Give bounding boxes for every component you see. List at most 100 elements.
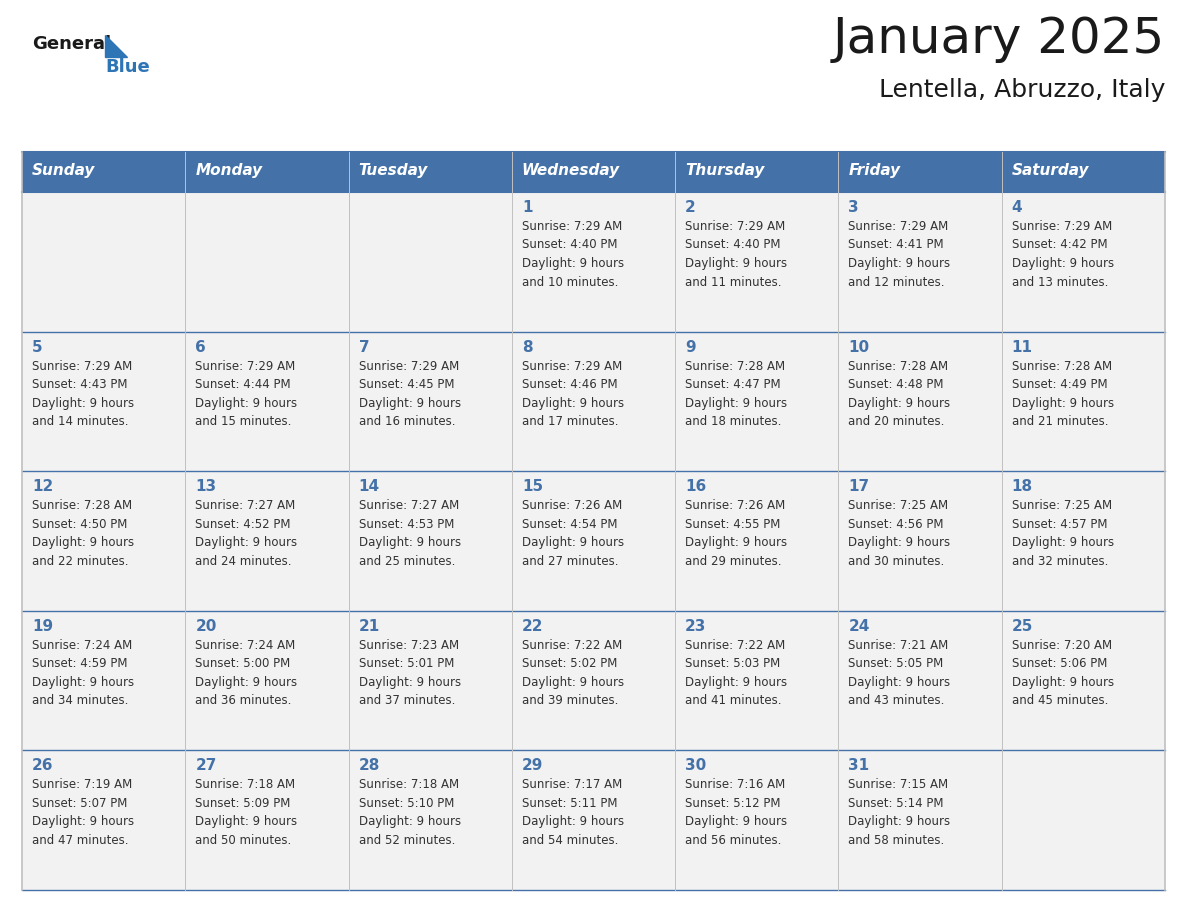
Bar — [1001, 152, 1165, 192]
Bar — [185, 610, 348, 750]
Text: Sunrise: 7:29 AM
Sunset: 4:44 PM
Daylight: 9 hours
and 15 minutes.: Sunrise: 7:29 AM Sunset: 4:44 PM Dayligh… — [195, 360, 297, 428]
Text: Sunrise: 7:28 AM
Sunset: 4:47 PM
Daylight: 9 hours
and 18 minutes.: Sunrise: 7:28 AM Sunset: 4:47 PM Dayligh… — [685, 360, 788, 428]
Text: 23: 23 — [685, 619, 707, 633]
Text: 4: 4 — [1012, 200, 1023, 215]
Polygon shape — [105, 35, 127, 57]
Text: Sunrise: 7:27 AM
Sunset: 4:52 PM
Daylight: 9 hours
and 24 minutes.: Sunrise: 7:27 AM Sunset: 4:52 PM Dayligh… — [195, 499, 297, 567]
Text: Sunrise: 7:29 AM
Sunset: 4:45 PM
Daylight: 9 hours
and 16 minutes.: Sunrise: 7:29 AM Sunset: 4:45 PM Dayligh… — [359, 360, 461, 428]
Bar — [512, 152, 675, 192]
Bar — [675, 471, 839, 610]
Text: 6: 6 — [195, 340, 206, 354]
Text: Sunrise: 7:22 AM
Sunset: 5:02 PM
Daylight: 9 hours
and 39 minutes.: Sunrise: 7:22 AM Sunset: 5:02 PM Dayligh… — [522, 639, 624, 707]
Text: Sunrise: 7:17 AM
Sunset: 5:11 PM
Daylight: 9 hours
and 54 minutes.: Sunrise: 7:17 AM Sunset: 5:11 PM Dayligh… — [522, 778, 624, 847]
Text: Sunrise: 7:29 AM
Sunset: 4:41 PM
Daylight: 9 hours
and 12 minutes.: Sunrise: 7:29 AM Sunset: 4:41 PM Dayligh… — [848, 220, 950, 288]
Text: 24: 24 — [848, 619, 870, 633]
Text: 9: 9 — [685, 340, 696, 354]
Text: 5: 5 — [32, 340, 43, 354]
Text: Sunrise: 7:18 AM
Sunset: 5:10 PM
Daylight: 9 hours
and 52 minutes.: Sunrise: 7:18 AM Sunset: 5:10 PM Dayligh… — [359, 778, 461, 847]
Bar — [1001, 192, 1165, 331]
Text: 13: 13 — [195, 479, 216, 494]
Text: 31: 31 — [848, 758, 870, 773]
Text: Sunrise: 7:15 AM
Sunset: 5:14 PM
Daylight: 9 hours
and 58 minutes.: Sunrise: 7:15 AM Sunset: 5:14 PM Dayligh… — [848, 778, 950, 847]
Text: 12: 12 — [32, 479, 53, 494]
Bar — [675, 331, 839, 471]
Text: Sunday: Sunday — [32, 163, 95, 178]
Bar — [185, 192, 348, 331]
Bar — [839, 471, 1001, 610]
Bar — [185, 750, 348, 890]
Text: 28: 28 — [359, 758, 380, 773]
Text: 19: 19 — [32, 619, 53, 633]
Text: 17: 17 — [848, 479, 870, 494]
Bar — [23, 750, 185, 890]
Bar — [675, 750, 839, 890]
Text: Sunrise: 7:29 AM
Sunset: 4:43 PM
Daylight: 9 hours
and 14 minutes.: Sunrise: 7:29 AM Sunset: 4:43 PM Dayligh… — [32, 360, 134, 428]
Text: Sunrise: 7:20 AM
Sunset: 5:06 PM
Daylight: 9 hours
and 45 minutes.: Sunrise: 7:20 AM Sunset: 5:06 PM Dayligh… — [1012, 639, 1114, 707]
Bar — [23, 331, 185, 471]
Bar — [839, 610, 1001, 750]
Text: Tuesday: Tuesday — [359, 163, 428, 178]
Text: Sunrise: 7:29 AM
Sunset: 4:46 PM
Daylight: 9 hours
and 17 minutes.: Sunrise: 7:29 AM Sunset: 4:46 PM Dayligh… — [522, 360, 624, 428]
Text: Lentella, Abruzzo, Italy: Lentella, Abruzzo, Italy — [879, 78, 1165, 102]
Bar — [348, 331, 512, 471]
Text: Sunrise: 7:25 AM
Sunset: 4:57 PM
Daylight: 9 hours
and 32 minutes.: Sunrise: 7:25 AM Sunset: 4:57 PM Dayligh… — [1012, 499, 1114, 567]
Text: Sunrise: 7:23 AM
Sunset: 5:01 PM
Daylight: 9 hours
and 37 minutes.: Sunrise: 7:23 AM Sunset: 5:01 PM Dayligh… — [359, 639, 461, 707]
Bar — [512, 331, 675, 471]
Text: Sunrise: 7:26 AM
Sunset: 4:54 PM
Daylight: 9 hours
and 27 minutes.: Sunrise: 7:26 AM Sunset: 4:54 PM Dayligh… — [522, 499, 624, 567]
Bar — [23, 192, 185, 331]
Text: 26: 26 — [32, 758, 53, 773]
Bar — [675, 192, 839, 331]
Bar — [348, 610, 512, 750]
Text: Sunrise: 7:24 AM
Sunset: 4:59 PM
Daylight: 9 hours
and 34 minutes.: Sunrise: 7:24 AM Sunset: 4:59 PM Dayligh… — [32, 639, 134, 707]
Bar — [348, 152, 512, 192]
Bar — [348, 192, 512, 331]
Bar — [839, 192, 1001, 331]
Text: 21: 21 — [359, 619, 380, 633]
Bar — [512, 192, 675, 331]
Text: Sunrise: 7:28 AM
Sunset: 4:50 PM
Daylight: 9 hours
and 22 minutes.: Sunrise: 7:28 AM Sunset: 4:50 PM Dayligh… — [32, 499, 134, 567]
Text: 7: 7 — [359, 340, 369, 354]
Bar — [1001, 750, 1165, 890]
Bar — [185, 331, 348, 471]
Text: Monday: Monday — [195, 163, 263, 178]
Bar — [23, 152, 185, 192]
Text: 20: 20 — [195, 619, 216, 633]
Bar — [1001, 471, 1165, 610]
Bar — [839, 331, 1001, 471]
Text: Sunrise: 7:29 AM
Sunset: 4:40 PM
Daylight: 9 hours
and 10 minutes.: Sunrise: 7:29 AM Sunset: 4:40 PM Dayligh… — [522, 220, 624, 288]
Text: Sunrise: 7:24 AM
Sunset: 5:00 PM
Daylight: 9 hours
and 36 minutes.: Sunrise: 7:24 AM Sunset: 5:00 PM Dayligh… — [195, 639, 297, 707]
Bar — [23, 610, 185, 750]
Text: Sunrise: 7:28 AM
Sunset: 4:49 PM
Daylight: 9 hours
and 21 minutes.: Sunrise: 7:28 AM Sunset: 4:49 PM Dayligh… — [1012, 360, 1114, 428]
Bar — [1001, 331, 1165, 471]
Bar — [1001, 610, 1165, 750]
Text: 1: 1 — [522, 200, 532, 215]
Bar — [348, 471, 512, 610]
Bar — [675, 152, 839, 192]
Text: Sunrise: 7:29 AM
Sunset: 4:40 PM
Daylight: 9 hours
and 11 minutes.: Sunrise: 7:29 AM Sunset: 4:40 PM Dayligh… — [685, 220, 788, 288]
Bar — [839, 750, 1001, 890]
Bar — [185, 471, 348, 610]
Text: Sunrise: 7:18 AM
Sunset: 5:09 PM
Daylight: 9 hours
and 50 minutes.: Sunrise: 7:18 AM Sunset: 5:09 PM Dayligh… — [195, 778, 297, 847]
Text: 2: 2 — [685, 200, 696, 215]
Text: 16: 16 — [685, 479, 707, 494]
Text: 14: 14 — [359, 479, 380, 494]
Text: Sunrise: 7:25 AM
Sunset: 4:56 PM
Daylight: 9 hours
and 30 minutes.: Sunrise: 7:25 AM Sunset: 4:56 PM Dayligh… — [848, 499, 950, 567]
Text: Sunrise: 7:19 AM
Sunset: 5:07 PM
Daylight: 9 hours
and 47 minutes.: Sunrise: 7:19 AM Sunset: 5:07 PM Dayligh… — [32, 778, 134, 847]
Text: Sunrise: 7:27 AM
Sunset: 4:53 PM
Daylight: 9 hours
and 25 minutes.: Sunrise: 7:27 AM Sunset: 4:53 PM Dayligh… — [359, 499, 461, 567]
Text: 15: 15 — [522, 479, 543, 494]
Bar — [512, 750, 675, 890]
Text: Sunrise: 7:28 AM
Sunset: 4:48 PM
Daylight: 9 hours
and 20 minutes.: Sunrise: 7:28 AM Sunset: 4:48 PM Dayligh… — [848, 360, 950, 428]
Text: 29: 29 — [522, 758, 543, 773]
Text: Sunrise: 7:16 AM
Sunset: 5:12 PM
Daylight: 9 hours
and 56 minutes.: Sunrise: 7:16 AM Sunset: 5:12 PM Dayligh… — [685, 778, 788, 847]
Text: January 2025: January 2025 — [833, 15, 1165, 63]
Bar — [348, 750, 512, 890]
Text: 27: 27 — [195, 758, 216, 773]
Text: Wednesday: Wednesday — [522, 163, 620, 178]
Text: 18: 18 — [1012, 479, 1032, 494]
Text: 22: 22 — [522, 619, 543, 633]
Text: 11: 11 — [1012, 340, 1032, 354]
Text: Blue: Blue — [105, 58, 150, 76]
Text: 30: 30 — [685, 758, 707, 773]
Text: Sunrise: 7:21 AM
Sunset: 5:05 PM
Daylight: 9 hours
and 43 minutes.: Sunrise: 7:21 AM Sunset: 5:05 PM Dayligh… — [848, 639, 950, 707]
Text: Sunrise: 7:29 AM
Sunset: 4:42 PM
Daylight: 9 hours
and 13 minutes.: Sunrise: 7:29 AM Sunset: 4:42 PM Dayligh… — [1012, 220, 1114, 288]
